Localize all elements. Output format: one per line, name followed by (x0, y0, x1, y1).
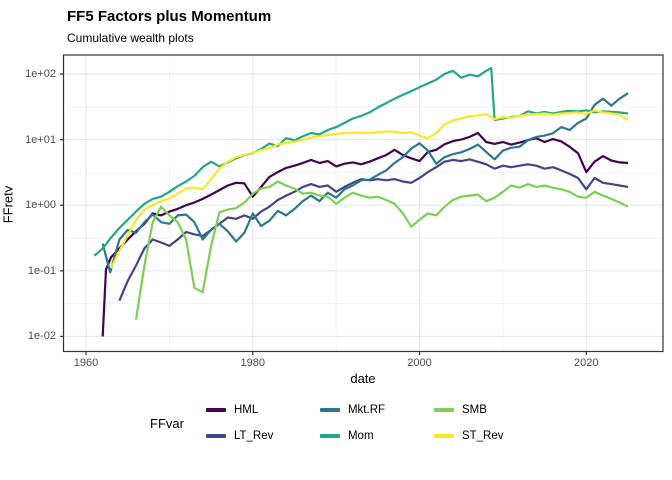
plot-title: FF5 Factors plus Momentum (67, 8, 272, 25)
series-line-lt-rev (118, 158, 629, 302)
panel-background (63, 55, 663, 352)
legend-key-line (319, 408, 340, 412)
panel-border (62, 54, 664, 353)
legend-key-line (205, 434, 226, 438)
legend-label: SMB (461, 404, 487, 416)
legend-item-mkt-rf: Mkt.RF (319, 404, 408, 416)
y-tick-label: 1e+01 (25, 133, 56, 146)
y-axis-title: FFretv (0, 185, 16, 224)
legend-label: LT_Rev (233, 430, 274, 442)
legend: FFvar HML LT_Rev Mkt.RF Mom SMB (0, 404, 672, 442)
y-tick-label: 1e-01 (27, 264, 56, 277)
x-tick-label: 2020 (574, 357, 599, 369)
legend-item-hml: HML (205, 404, 294, 416)
series-line-hml (101, 131, 629, 337)
legend-item-smb: SMB (433, 404, 522, 416)
legend-title: FFvar (150, 415, 184, 431)
legend-label: HML (233, 404, 259, 416)
legend-grid: HML LT_Rev Mkt.RF Mom SMB ST_Rev (205, 404, 522, 442)
series-line-smb (134, 180, 629, 320)
x-tick-label: 2000 (407, 357, 432, 369)
legend-label: Mkt.RF (347, 404, 386, 416)
legend-item-st-rev: ST_Rev (433, 430, 522, 442)
legend-label: ST_Rev (461, 430, 504, 442)
legend-item-mom: Mom (319, 430, 408, 442)
x-tick-label: 1960 (73, 357, 99, 369)
plot-subtitle: Cumulative wealth plots (67, 31, 194, 45)
x-axis-title: date (350, 371, 376, 386)
legend-key-line (433, 408, 454, 412)
series-line-st-rev (110, 109, 629, 269)
legend-key-line (319, 434, 340, 438)
legend-label: Mom (347, 430, 374, 442)
legend-key-line (433, 434, 454, 438)
y-tick-label: 1e+00 (25, 199, 56, 212)
legend-key-line (205, 408, 226, 412)
legend-item-lt-rev: LT_Rev (205, 430, 294, 442)
series-line-mkt-rf (101, 92, 629, 274)
y-tick-label: 1e+02 (25, 68, 56, 81)
x-tick-label: 1980 (240, 357, 265, 369)
y-tick-label: 1e-02 (27, 330, 56, 343)
